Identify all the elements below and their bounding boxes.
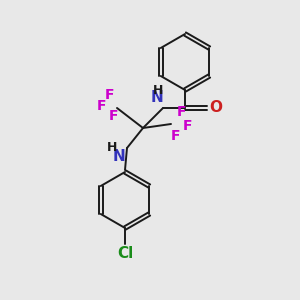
Text: F: F — [182, 119, 192, 133]
Text: F: F — [96, 99, 106, 113]
Text: F: F — [176, 105, 186, 119]
Text: F: F — [170, 129, 180, 143]
Text: Cl: Cl — [117, 246, 133, 261]
Text: N: N — [150, 90, 163, 105]
Text: F: F — [104, 88, 114, 102]
Text: O: O — [209, 100, 222, 116]
Text: H: H — [106, 141, 117, 154]
Text: N: N — [112, 149, 125, 164]
Text: H: H — [153, 84, 163, 97]
Text: F: F — [109, 109, 119, 123]
